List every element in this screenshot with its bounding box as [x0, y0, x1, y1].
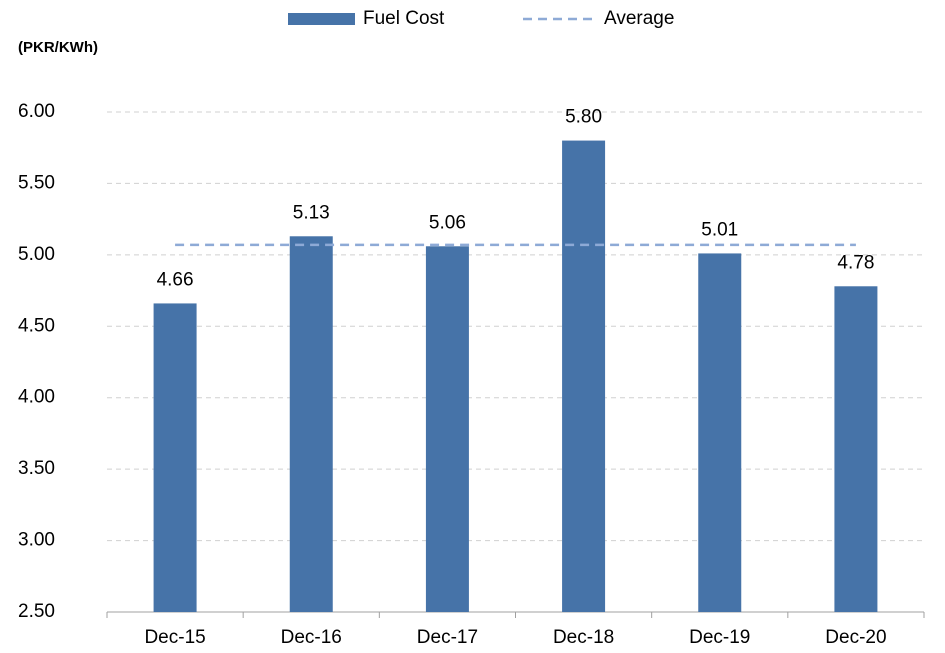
- data-label: 5.06: [429, 212, 466, 233]
- data-label: 4.66: [157, 269, 194, 290]
- y-tick-label: 6.00: [18, 101, 55, 122]
- data-label: 5.13: [293, 202, 330, 223]
- y-axis-label: (PKR/KWh): [18, 39, 98, 56]
- x-tick-label: Dec-20: [825, 627, 886, 648]
- x-tick-label: Dec-15: [144, 627, 205, 648]
- legend-label: Average: [604, 8, 674, 29]
- x-tick-label: Dec-16: [281, 627, 342, 648]
- y-tick-label: 3.50: [18, 458, 55, 479]
- bar: [289, 236, 333, 613]
- data-label: 5.01: [701, 219, 738, 240]
- x-tick-label: Dec-18: [553, 627, 614, 648]
- y-tick-label: 5.00: [18, 244, 55, 265]
- legend-label: Fuel Cost: [363, 8, 445, 29]
- bar: [834, 286, 878, 612]
- legend-swatch: [288, 13, 355, 25]
- bar: [698, 253, 742, 612]
- y-tick-label: 5.50: [18, 172, 55, 193]
- y-tick-label: 3.00: [18, 530, 55, 551]
- x-tick-label: Dec-19: [689, 627, 750, 648]
- data-label: 5.80: [565, 107, 602, 128]
- data-label: 4.78: [837, 252, 874, 273]
- y-tick-label: 2.50: [18, 601, 55, 622]
- bar: [425, 246, 469, 613]
- y-tick-label: 4.00: [18, 387, 55, 408]
- x-tick-label: Dec-17: [417, 627, 478, 648]
- bar: [562, 140, 606, 613]
- y-tick-label: 4.50: [18, 315, 55, 336]
- bar: [153, 303, 197, 612]
